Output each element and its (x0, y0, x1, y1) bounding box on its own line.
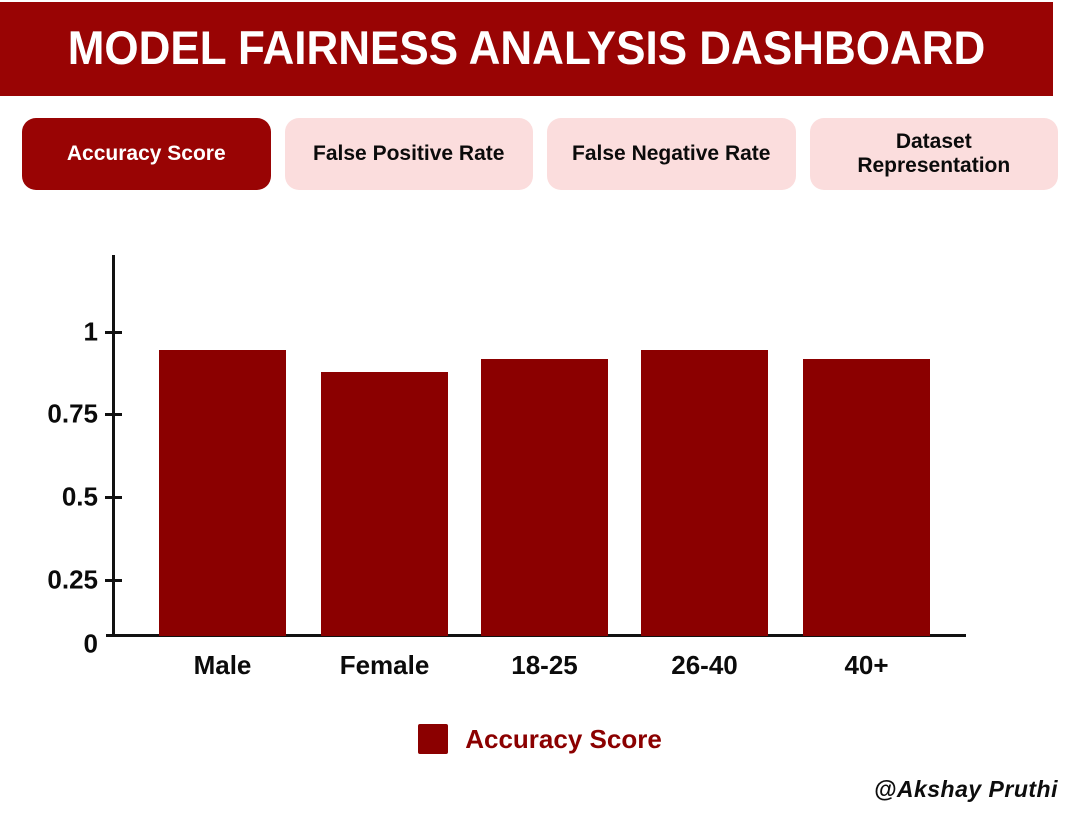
tab-false-negative-rate[interactable]: False Negative Rate (547, 118, 796, 190)
y-tick-label: 0.25 (47, 564, 98, 595)
x-label-female: Female (339, 650, 430, 680)
y-tick (105, 331, 122, 334)
y-tick-label: 0 (83, 628, 98, 659)
y-tick (105, 496, 122, 499)
legend-swatch (418, 724, 449, 754)
legend-label: Accuracy Score (465, 723, 662, 754)
x-label-26-40: 26-40 (671, 650, 738, 680)
bar-female (321, 372, 448, 636)
tab-dataset-representation[interactable]: Dataset Representation (809, 118, 1058, 190)
tab-accuracy-score[interactable]: Accuracy Score (22, 118, 271, 190)
bar-26-40 (641, 350, 768, 636)
y-tick-label: 1 (83, 316, 98, 347)
y-tick (105, 579, 122, 582)
page-title: MODEL FAIRNESS ANALYSIS DASHBOARD (67, 21, 986, 75)
author-credit: @Akshay Pruthi (873, 776, 1058, 802)
chart-legend: Accuracy Score (0, 722, 1080, 756)
x-label-40-: 40+ (844, 650, 889, 680)
header-banner: MODEL FAIRNESS ANALYSIS DASHBOARD (0, 2, 1053, 96)
bar-40- (803, 359, 930, 636)
x-label-male: Male (193, 650, 252, 680)
y-tick-label: 0.75 (47, 398, 98, 429)
x-label-18-25: 18-25 (511, 650, 578, 680)
bar-male (159, 350, 286, 636)
y-axis-line (112, 255, 115, 636)
tab-false-positive-rate[interactable]: False Positive Rate (284, 118, 533, 190)
y-tick-label: 0.5 (61, 481, 98, 512)
metric-tabs: Accuracy Score False Positive Rate False N… (22, 118, 1058, 190)
bar-18-25 (481, 359, 608, 636)
y-tick (105, 413, 122, 416)
